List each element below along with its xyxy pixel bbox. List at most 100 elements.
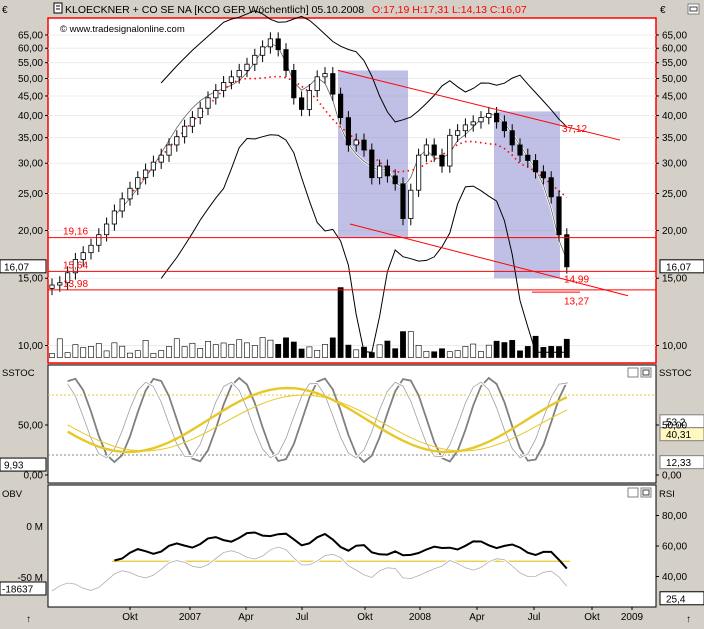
obv-rsi-panel <box>47 484 657 608</box>
volume-bar <box>337 287 344 358</box>
candle-body <box>556 196 562 236</box>
obv-tick-label: -50 M <box>17 573 43 584</box>
scroll-up-arrow-right[interactable]: ↑ <box>686 614 691 625</box>
x-tick-label: Apr <box>469 612 485 623</box>
volume-bar <box>314 350 321 358</box>
volume-bar <box>485 344 492 358</box>
candle-body <box>369 149 375 179</box>
candle-body <box>127 187 133 200</box>
candle-body <box>337 93 344 119</box>
volume-bar <box>415 345 422 358</box>
scroll-up-arrow-left[interactable]: ↑ <box>26 614 31 625</box>
volume-bar <box>493 340 500 358</box>
candle-body <box>517 144 523 156</box>
volume-bar <box>228 343 235 358</box>
volume-bar <box>368 352 375 358</box>
x-tick-label: Okt <box>584 612 600 623</box>
candle-body <box>57 282 63 286</box>
candle-body <box>439 154 445 167</box>
price-tick-label-right: 15,00 <box>662 274 687 285</box>
resistance-trendline <box>337 69 621 141</box>
candle-body <box>486 113 492 119</box>
sstoc-menu-icon[interactable] <box>627 367 652 378</box>
price-tick-label-left: 10,00 <box>18 341 43 352</box>
candle-body <box>376 165 383 179</box>
trend-lines <box>48 69 656 297</box>
x-tick-label: Jul <box>528 612 541 623</box>
annotation-label: 37,12 <box>562 124 587 135</box>
obv-left-value: -18637 <box>2 585 34 596</box>
price-tick-label-right: 30,00 <box>662 159 687 170</box>
volume-bar <box>72 344 79 358</box>
candle-body <box>80 252 86 260</box>
price-tick-label-left: 15,00 <box>18 274 43 285</box>
candle-body <box>384 165 391 177</box>
candle-body <box>181 125 188 138</box>
volume-bar <box>322 344 328 358</box>
annotation-label: 13,27 <box>564 297 589 308</box>
candle-body <box>220 82 227 91</box>
support-trendline <box>349 223 629 297</box>
candle-body <box>111 210 117 225</box>
lower-band <box>160 134 567 353</box>
price-tick-label-left: 45,00 <box>18 91 43 102</box>
volume-bar <box>189 342 196 358</box>
sstoc-smooth <box>67 386 568 454</box>
candle-body <box>564 234 570 268</box>
price-tick-label-right: 55,00 <box>662 58 687 69</box>
price-tick-label-left: 50,00 <box>18 74 43 85</box>
price-tick-label-right: 40,00 <box>662 111 687 122</box>
volume-bar <box>376 344 383 358</box>
x-tick-label: Jul <box>296 612 309 623</box>
rsi-right-value: 25,4 <box>666 594 686 605</box>
candle-body <box>533 160 539 173</box>
rsi-tick-label: 40,00 <box>662 572 687 583</box>
candle-body <box>361 139 367 151</box>
volume-bar <box>361 346 367 358</box>
volume-bar <box>251 345 258 358</box>
candle-body <box>65 272 71 284</box>
sstoc-left-box <box>0 457 47 472</box>
price-tick-label-right: 60,00 <box>662 44 687 55</box>
candle-body <box>291 70 297 99</box>
price-tick-label-right: 45,00 <box>662 91 687 102</box>
volume-bar <box>501 342 508 358</box>
volume-bar <box>259 337 266 358</box>
candle-body <box>96 234 102 246</box>
stoch-d <box>67 381 567 459</box>
level-label: 19,16 <box>63 227 88 238</box>
candle-body <box>322 73 328 78</box>
volume-bar <box>205 341 211 358</box>
volume-bar <box>392 348 399 358</box>
rsi-tick-label: 60,00 <box>662 542 687 553</box>
volume-bar <box>384 340 391 358</box>
candle-body <box>197 107 203 119</box>
volume-bar <box>173 338 180 358</box>
rsi-right-box <box>659 591 704 606</box>
volume-bar <box>423 350 430 358</box>
price-candles <box>49 32 570 296</box>
volume-bar <box>275 343 282 358</box>
volume-bar <box>236 339 243 358</box>
panel-menu-icon[interactable] <box>687 3 700 15</box>
sstoc-left-value: 9,93 <box>4 461 24 472</box>
volume-bar <box>158 350 165 358</box>
currency-label-right: € <box>660 5 666 16</box>
annotation-label: 14,99 <box>564 274 589 285</box>
volume-bar <box>95 343 102 358</box>
volume-bar <box>127 352 133 358</box>
volume-bar <box>283 337 289 358</box>
rsi-label: RSI <box>659 489 675 500</box>
sstoc-right-value: 12,33 <box>666 458 691 469</box>
volume-bar <box>524 346 531 358</box>
obv-menu-icon[interactable] <box>627 487 652 498</box>
candle-body <box>119 198 125 212</box>
quote-icon <box>53 2 63 14</box>
watermark: © www.tradesignalonline.com <box>60 24 185 35</box>
candle-body <box>158 154 164 163</box>
volume-bar <box>64 352 71 358</box>
volume-bar <box>407 331 414 358</box>
candle-body <box>244 63 250 71</box>
volume-bar <box>103 350 110 358</box>
